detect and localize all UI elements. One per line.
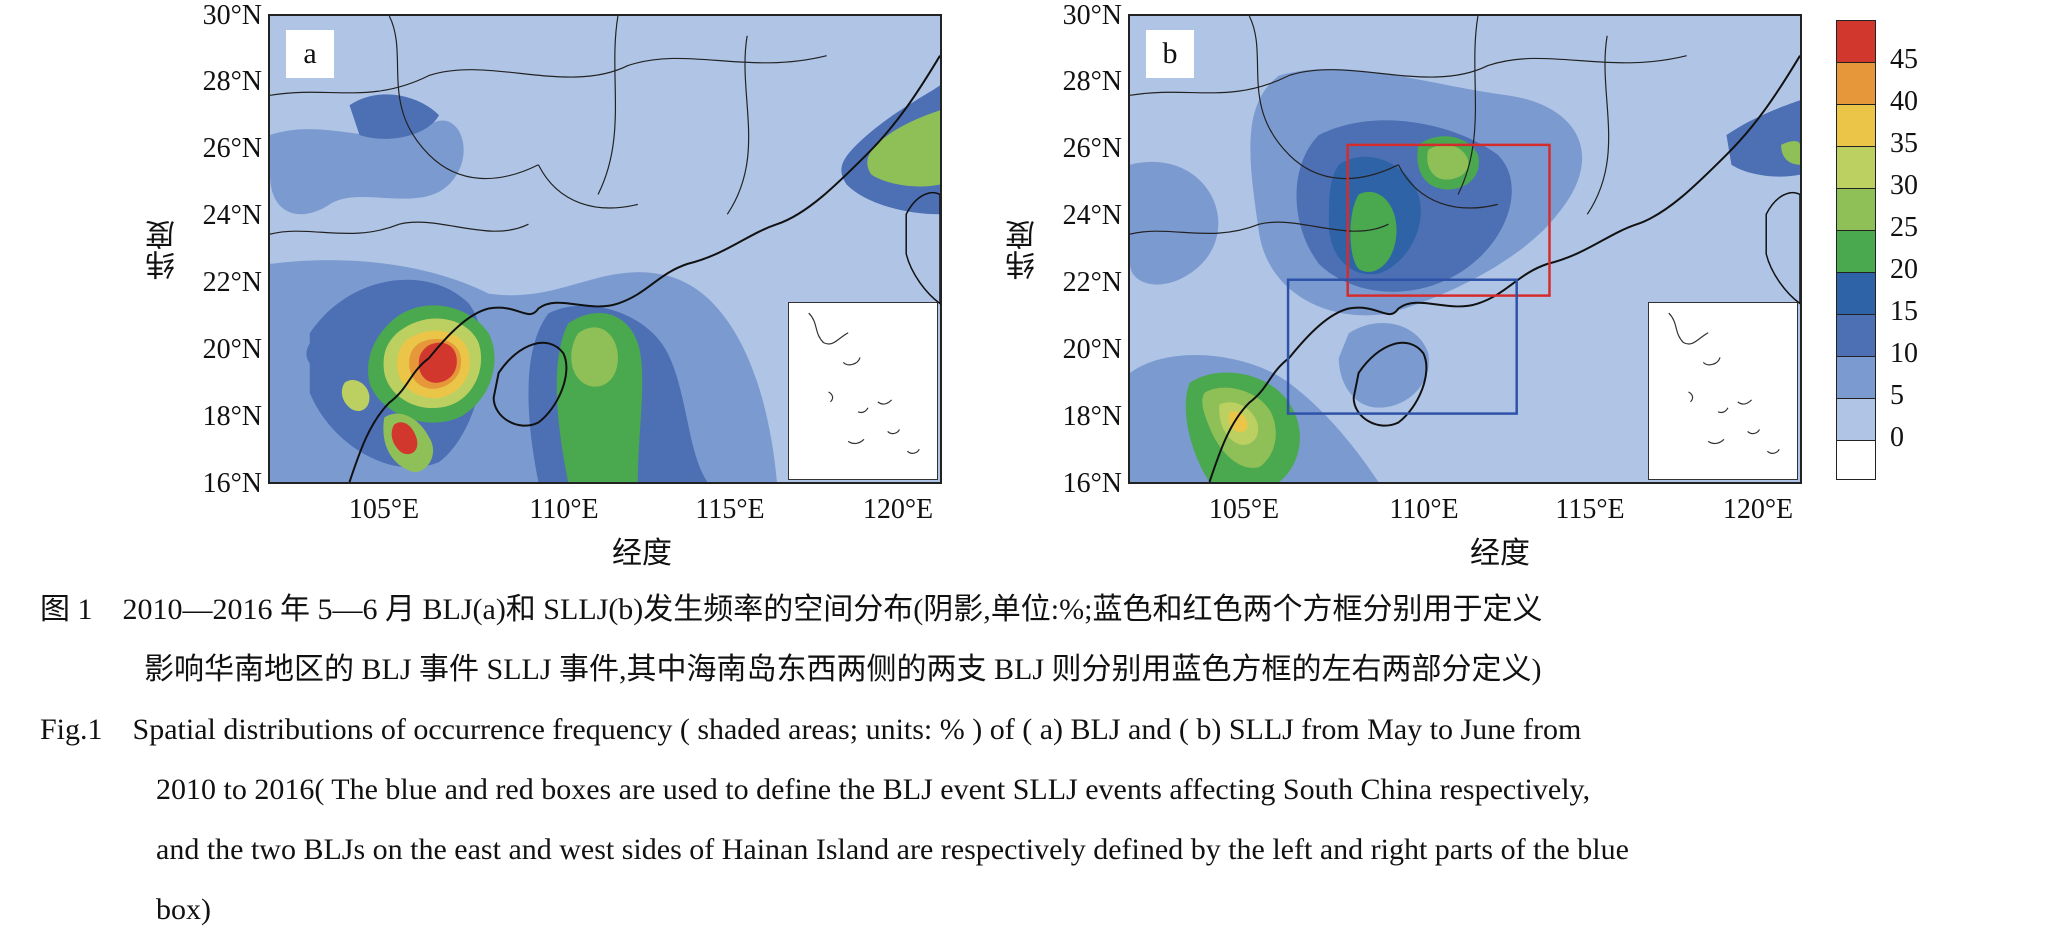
coastline — [348, 55, 940, 482]
y-tick-label: 28°N — [1062, 66, 1122, 97]
shade-region — [418, 342, 457, 383]
y-axis-title: 纬度 — [1007, 220, 1040, 280]
colorbar-segment — [1837, 357, 1875, 399]
x-tick-label: 105°E — [1208, 494, 1280, 525]
province-borders — [270, 16, 827, 235]
y-axis-title: 纬度 — [147, 220, 180, 280]
taiwan-outline — [1765, 191, 1800, 305]
shade-region — [1427, 144, 1469, 180]
panel-label: b — [1146, 30, 1194, 78]
colorbar-label: 45 — [1890, 44, 1918, 75]
colorbar-label: 15 — [1890, 296, 1918, 327]
inset-map — [1668, 312, 1780, 454]
y-tick-label: 24°N — [202, 200, 262, 231]
coastline — [1208, 55, 1800, 482]
map-b-shading — [1130, 16, 1800, 482]
colorbar-label: 40 — [1890, 86, 1918, 117]
y-tick-label: 18°N — [202, 401, 262, 432]
shade-region — [1726, 100, 1800, 177]
shade-region — [341, 380, 370, 412]
colorbar-segment — [1837, 105, 1875, 147]
colorbar-label: 20 — [1890, 254, 1918, 285]
caption-en-line3: and the two BLJs on the east and west si… — [156, 833, 1629, 866]
y-tick-label: 22°N — [202, 267, 262, 298]
colorbar — [1836, 20, 1876, 480]
south-china-sea-inset — [788, 302, 938, 480]
hainan-outline — [492, 341, 568, 427]
x-tick-label: 120°E — [1722, 494, 1794, 525]
province-borders — [1130, 16, 1687, 235]
map-a-shading — [270, 16, 940, 482]
colorbar-segment — [1837, 231, 1875, 273]
colorbar-segment — [1837, 441, 1875, 478]
colorbar-label: 10 — [1890, 338, 1918, 369]
caption-zh-line1: 图 1 2010—2016 年 5—6 月 BLJ(a)和 SLLJ(b)发生频… — [40, 593, 1543, 626]
map-panel-a: a — [268, 14, 942, 484]
colorbar-label: 35 — [1890, 128, 1918, 159]
y-tick-label: 16°N — [202, 468, 262, 499]
figure: a — [147, 0, 1918, 570]
shade-region — [1130, 161, 1219, 285]
colorbar-segment — [1837, 315, 1875, 357]
shade-region — [1228, 411, 1248, 432]
south-china-sea-inset — [1648, 302, 1798, 480]
y-tick-label: 30°N — [1062, 0, 1122, 31]
colorbar-segment — [1837, 273, 1875, 315]
hainan-outline — [1352, 341, 1428, 427]
shade-region — [306, 339, 340, 374]
caption-en-line1: Fig.1 Spatial distributions of occurrenc… — [40, 713, 1582, 746]
colorbar-segment — [1837, 189, 1875, 231]
y-tick-label: 24°N — [1062, 200, 1122, 231]
caption-en-line4: box) — [156, 893, 211, 926]
panel-label: a — [286, 30, 334, 78]
shade-region — [1350, 191, 1397, 272]
y-tick-label: 30°N — [202, 0, 262, 31]
shade-region — [867, 110, 940, 187]
colorbar-label: 5 — [1890, 380, 1904, 411]
colorbar-label: 30 — [1890, 170, 1918, 201]
x-axis-title: 经度 — [612, 537, 672, 570]
x-tick-label: 120°E — [862, 494, 934, 525]
x-tick-label: 110°E — [1389, 494, 1459, 525]
x-tick-label: 115°E — [695, 494, 765, 525]
x-tick-label: 105°E — [348, 494, 420, 525]
caption-zh-line2: 影响华南地区的 BLJ 事件 SLLJ 事件,其中海南岛东西两侧的两支 BLJ … — [144, 653, 1542, 686]
inset-map — [808, 312, 920, 454]
blue-box — [1286, 278, 1518, 415]
shade-region — [270, 120, 464, 215]
shade-region — [1781, 141, 1800, 165]
taiwan-outline — [905, 191, 940, 305]
y-tick-label: 18°N — [1062, 401, 1122, 432]
x-axis-title: 经度 — [1470, 537, 1530, 570]
colorbar-segment — [1837, 399, 1875, 441]
shade-region — [571, 327, 618, 387]
colorbar-segment — [1837, 63, 1875, 105]
y-tick-label: 20°N — [202, 334, 262, 365]
y-tick-label: 28°N — [202, 66, 262, 97]
shade-region — [270, 310, 310, 413]
y-tick-label: 26°N — [1062, 133, 1122, 164]
shade-region — [1338, 322, 1429, 408]
y-tick-label: 16°N — [1062, 468, 1122, 499]
shade-region — [349, 94, 439, 139]
colorbar-segment — [1837, 21, 1875, 63]
colorbar-label: 0 — [1890, 422, 1904, 453]
colorbar-segment — [1837, 147, 1875, 189]
colorbar-label: 25 — [1890, 212, 1918, 243]
red-box — [1346, 143, 1551, 297]
x-tick-label: 115°E — [1555, 494, 1625, 525]
caption-en-line2: 2010 to 2016( The blue and red boxes are… — [156, 773, 1591, 806]
map-panel-b: b — [1128, 14, 1802, 484]
y-tick-label: 22°N — [1062, 267, 1122, 298]
x-tick-label: 110°E — [529, 494, 599, 525]
shade-region — [391, 422, 418, 455]
y-tick-label: 20°N — [1062, 334, 1122, 365]
y-tick-label: 26°N — [202, 133, 262, 164]
